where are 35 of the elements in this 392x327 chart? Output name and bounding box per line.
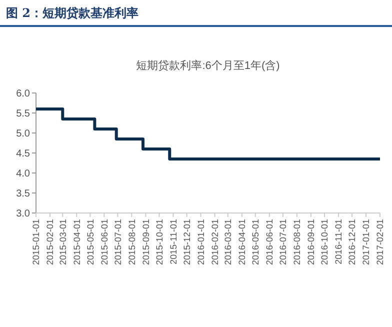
y-tick-label: 4.5 [16,148,30,160]
x-tick-label: 2015-04-01 [72,219,82,266]
x-tick-label: 2016-12-01 [347,219,358,266]
x-tick-label: 2016-01-01 [196,219,206,266]
x-tick-label: 2016-07-01 [278,219,288,266]
x-tick-label: 2016-04-01 [237,219,248,266]
x-tick-label: 2015-05-01 [85,219,96,266]
x-tick-label: 2016-06-01 [264,219,275,266]
x-tick-label: 2015-08-01 [126,219,137,266]
x-tick-label: 2015-11-01 [168,219,178,264]
x-tick-label: 2015-07-01 [112,219,123,266]
x-tick-label: 2015-09-01 [140,219,151,266]
x-tick-label: 2016-02-01 [210,219,220,266]
x-tick-label: 2016-11-01 [334,219,344,264]
x-tick-label: 2015-03-01 [58,219,68,266]
x-tick-label: 2015-12-01 [182,219,192,266]
x-tick-label: 2016-10-01 [320,219,330,266]
x-tick-label: 2015-01-01 [31,219,42,266]
y-tick-label: 3.0 [16,208,30,220]
x-tick-label: 2015-02-01 [45,219,56,266]
y-tick-label: 6.0 [16,88,30,100]
x-tick-label: 2017-01-01 [361,219,372,266]
x-tick-label: 2016-05-01 [250,219,261,266]
x-tick-label: 2016-03-01 [223,219,234,266]
chart-title: 图 2：短期贷款基准利率 [6,6,139,20]
x-tick-label: 2016-09-01 [306,219,316,266]
x-tick-label: 2017-02-01 [375,219,386,266]
y-tick-label: 3.5 [16,188,30,200]
y-tick-label: 5.5 [16,108,30,120]
x-tick-label: 2016-08-01 [292,219,302,266]
x-tick-label: 2015-10-01 [154,219,164,266]
x-tick-label: 2015-06-01 [99,219,110,266]
chart-subtitle: 短期贷款利率:6个月至1年(含) [136,59,280,72]
y-tick-label: 4.0 [16,168,30,180]
y-tick-label: 5.0 [16,128,30,140]
